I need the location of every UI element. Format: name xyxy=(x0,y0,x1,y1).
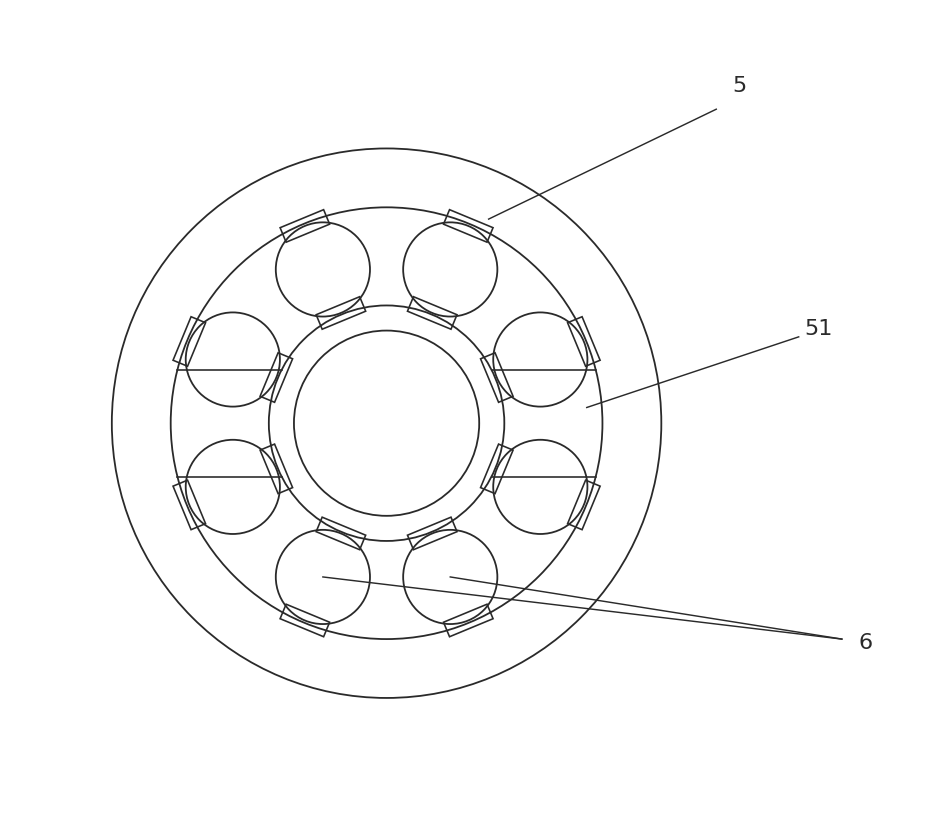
Text: 5: 5 xyxy=(733,76,747,95)
Text: 6: 6 xyxy=(858,633,872,653)
Text: 51: 51 xyxy=(804,319,833,339)
